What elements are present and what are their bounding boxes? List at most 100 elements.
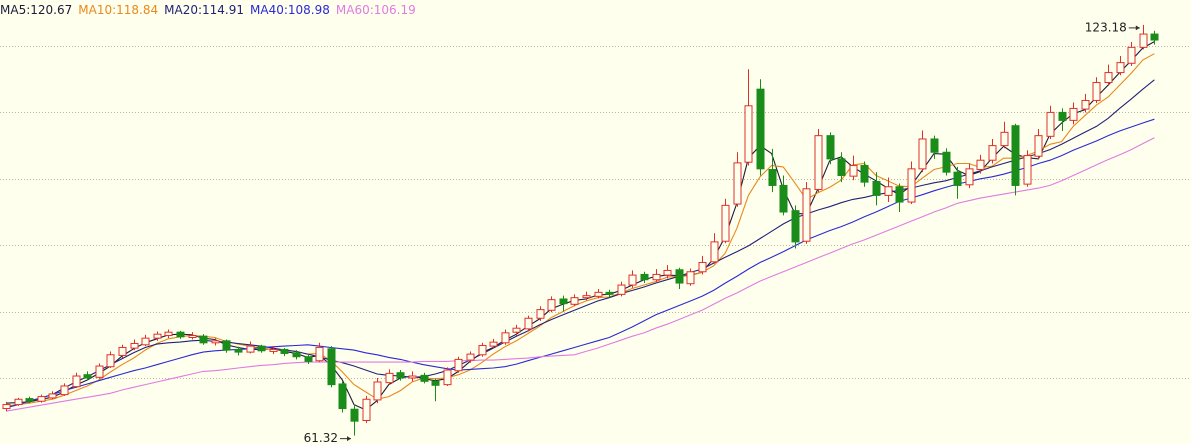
legend-value: 106.19 bbox=[374, 3, 416, 17]
candle-body bbox=[1127, 46, 1136, 64]
legend-value: 120.67 bbox=[30, 3, 72, 17]
candle-body bbox=[791, 210, 800, 243]
candle-body bbox=[698, 261, 707, 273]
candle-body bbox=[1150, 33, 1159, 41]
candle-body bbox=[721, 204, 730, 242]
candle-body bbox=[211, 340, 220, 344]
candle-body bbox=[420, 374, 429, 382]
candle-body bbox=[304, 356, 313, 362]
candle-body bbox=[942, 151, 951, 173]
candle-body bbox=[1000, 131, 1009, 147]
candle-body bbox=[257, 345, 266, 352]
candle-body bbox=[965, 168, 974, 186]
candle-body bbox=[234, 348, 243, 353]
ma-line bbox=[5, 137, 1155, 412]
candle-body bbox=[756, 88, 765, 170]
candle-body bbox=[930, 138, 939, 153]
candle-body bbox=[1092, 82, 1101, 101]
candle-body bbox=[1058, 111, 1067, 121]
legend: MA5:120.67 MA10:118.84 MA20:114.91 MA40:108… bbox=[0, 3, 416, 17]
candle-body bbox=[559, 298, 568, 305]
candle-body bbox=[826, 135, 835, 160]
candle-body bbox=[72, 375, 81, 388]
candle-body bbox=[478, 344, 487, 356]
candle-body bbox=[176, 331, 185, 338]
candle-body bbox=[918, 138, 927, 170]
annotation-label: 61.32 bbox=[304, 431, 338, 444]
candle-body bbox=[1081, 99, 1090, 110]
candle-body bbox=[814, 135, 823, 190]
candle-body bbox=[988, 145, 997, 161]
legend-name: MA60: bbox=[336, 3, 374, 17]
candle-body bbox=[686, 271, 695, 285]
candle-body bbox=[860, 165, 869, 183]
candle-body bbox=[292, 352, 301, 358]
candle-body bbox=[1023, 155, 1032, 185]
ma-lines bbox=[5, 41, 1155, 412]
candle-body bbox=[605, 291, 614, 295]
candle-body bbox=[628, 274, 637, 286]
candle-body bbox=[373, 381, 382, 401]
candle-body bbox=[338, 383, 347, 410]
legend-entry: MA5:120.67 bbox=[0, 3, 72, 17]
ma-line bbox=[5, 79, 1155, 409]
candle-body bbox=[768, 169, 777, 186]
candle-body bbox=[48, 393, 57, 399]
annotation-arrowhead bbox=[1135, 25, 1140, 31]
candle-body bbox=[60, 385, 69, 396]
candle-body bbox=[25, 398, 34, 402]
candle-body bbox=[83, 374, 92, 379]
candle-body bbox=[663, 269, 672, 276]
candle-body bbox=[164, 331, 173, 337]
candle-body bbox=[269, 348, 278, 352]
candle-body bbox=[884, 186, 893, 196]
candle-body bbox=[779, 184, 788, 213]
annotation-label: 123.18 bbox=[1085, 20, 1127, 34]
legend-name: MA10: bbox=[78, 3, 116, 17]
candle-body bbox=[385, 372, 394, 384]
candle-body bbox=[640, 273, 649, 281]
candle-body bbox=[222, 340, 231, 351]
candle-body bbox=[536, 309, 545, 319]
grid bbox=[0, 46, 1191, 379]
candle-body bbox=[1104, 72, 1113, 84]
candle-body bbox=[280, 348, 289, 354]
legend-value: 118.84 bbox=[116, 3, 158, 17]
candle-body bbox=[849, 165, 858, 177]
legend-name: MA40: bbox=[250, 3, 288, 17]
candle-body bbox=[524, 317, 533, 330]
candle-body bbox=[130, 342, 139, 349]
candle-body bbox=[976, 159, 985, 171]
candle-body bbox=[315, 346, 324, 362]
candle-body bbox=[327, 348, 336, 386]
candle-body bbox=[106, 354, 115, 368]
annotations: 123.18 61.32 bbox=[304, 20, 1140, 444]
ma-line bbox=[5, 41, 1155, 411]
candle-body bbox=[1116, 62, 1125, 74]
candle-body bbox=[408, 375, 417, 379]
legend-entry: MA10:118.84 bbox=[78, 3, 158, 17]
candle-body bbox=[802, 188, 811, 242]
candle-body bbox=[188, 335, 197, 338]
legend-entry: MA60:106.19 bbox=[336, 3, 416, 17]
candle-body bbox=[199, 335, 208, 344]
candle-body bbox=[1046, 111, 1055, 137]
candle-body bbox=[141, 337, 150, 346]
legend-value: 114.91 bbox=[202, 3, 244, 17]
legend-entry: MA20:114.91 bbox=[164, 3, 244, 17]
candle-body bbox=[14, 398, 23, 406]
candle-body bbox=[895, 186, 904, 203]
candle-body bbox=[118, 346, 127, 356]
candle-body bbox=[443, 369, 452, 386]
candle-body bbox=[95, 365, 104, 378]
candle-body bbox=[431, 380, 440, 386]
candle-body bbox=[547, 299, 556, 311]
candle-body bbox=[466, 353, 475, 361]
candle-body bbox=[1139, 33, 1148, 48]
candle-body bbox=[489, 341, 498, 347]
candle-body bbox=[570, 297, 579, 305]
candle-body bbox=[512, 327, 521, 333]
candle-body bbox=[396, 372, 405, 379]
